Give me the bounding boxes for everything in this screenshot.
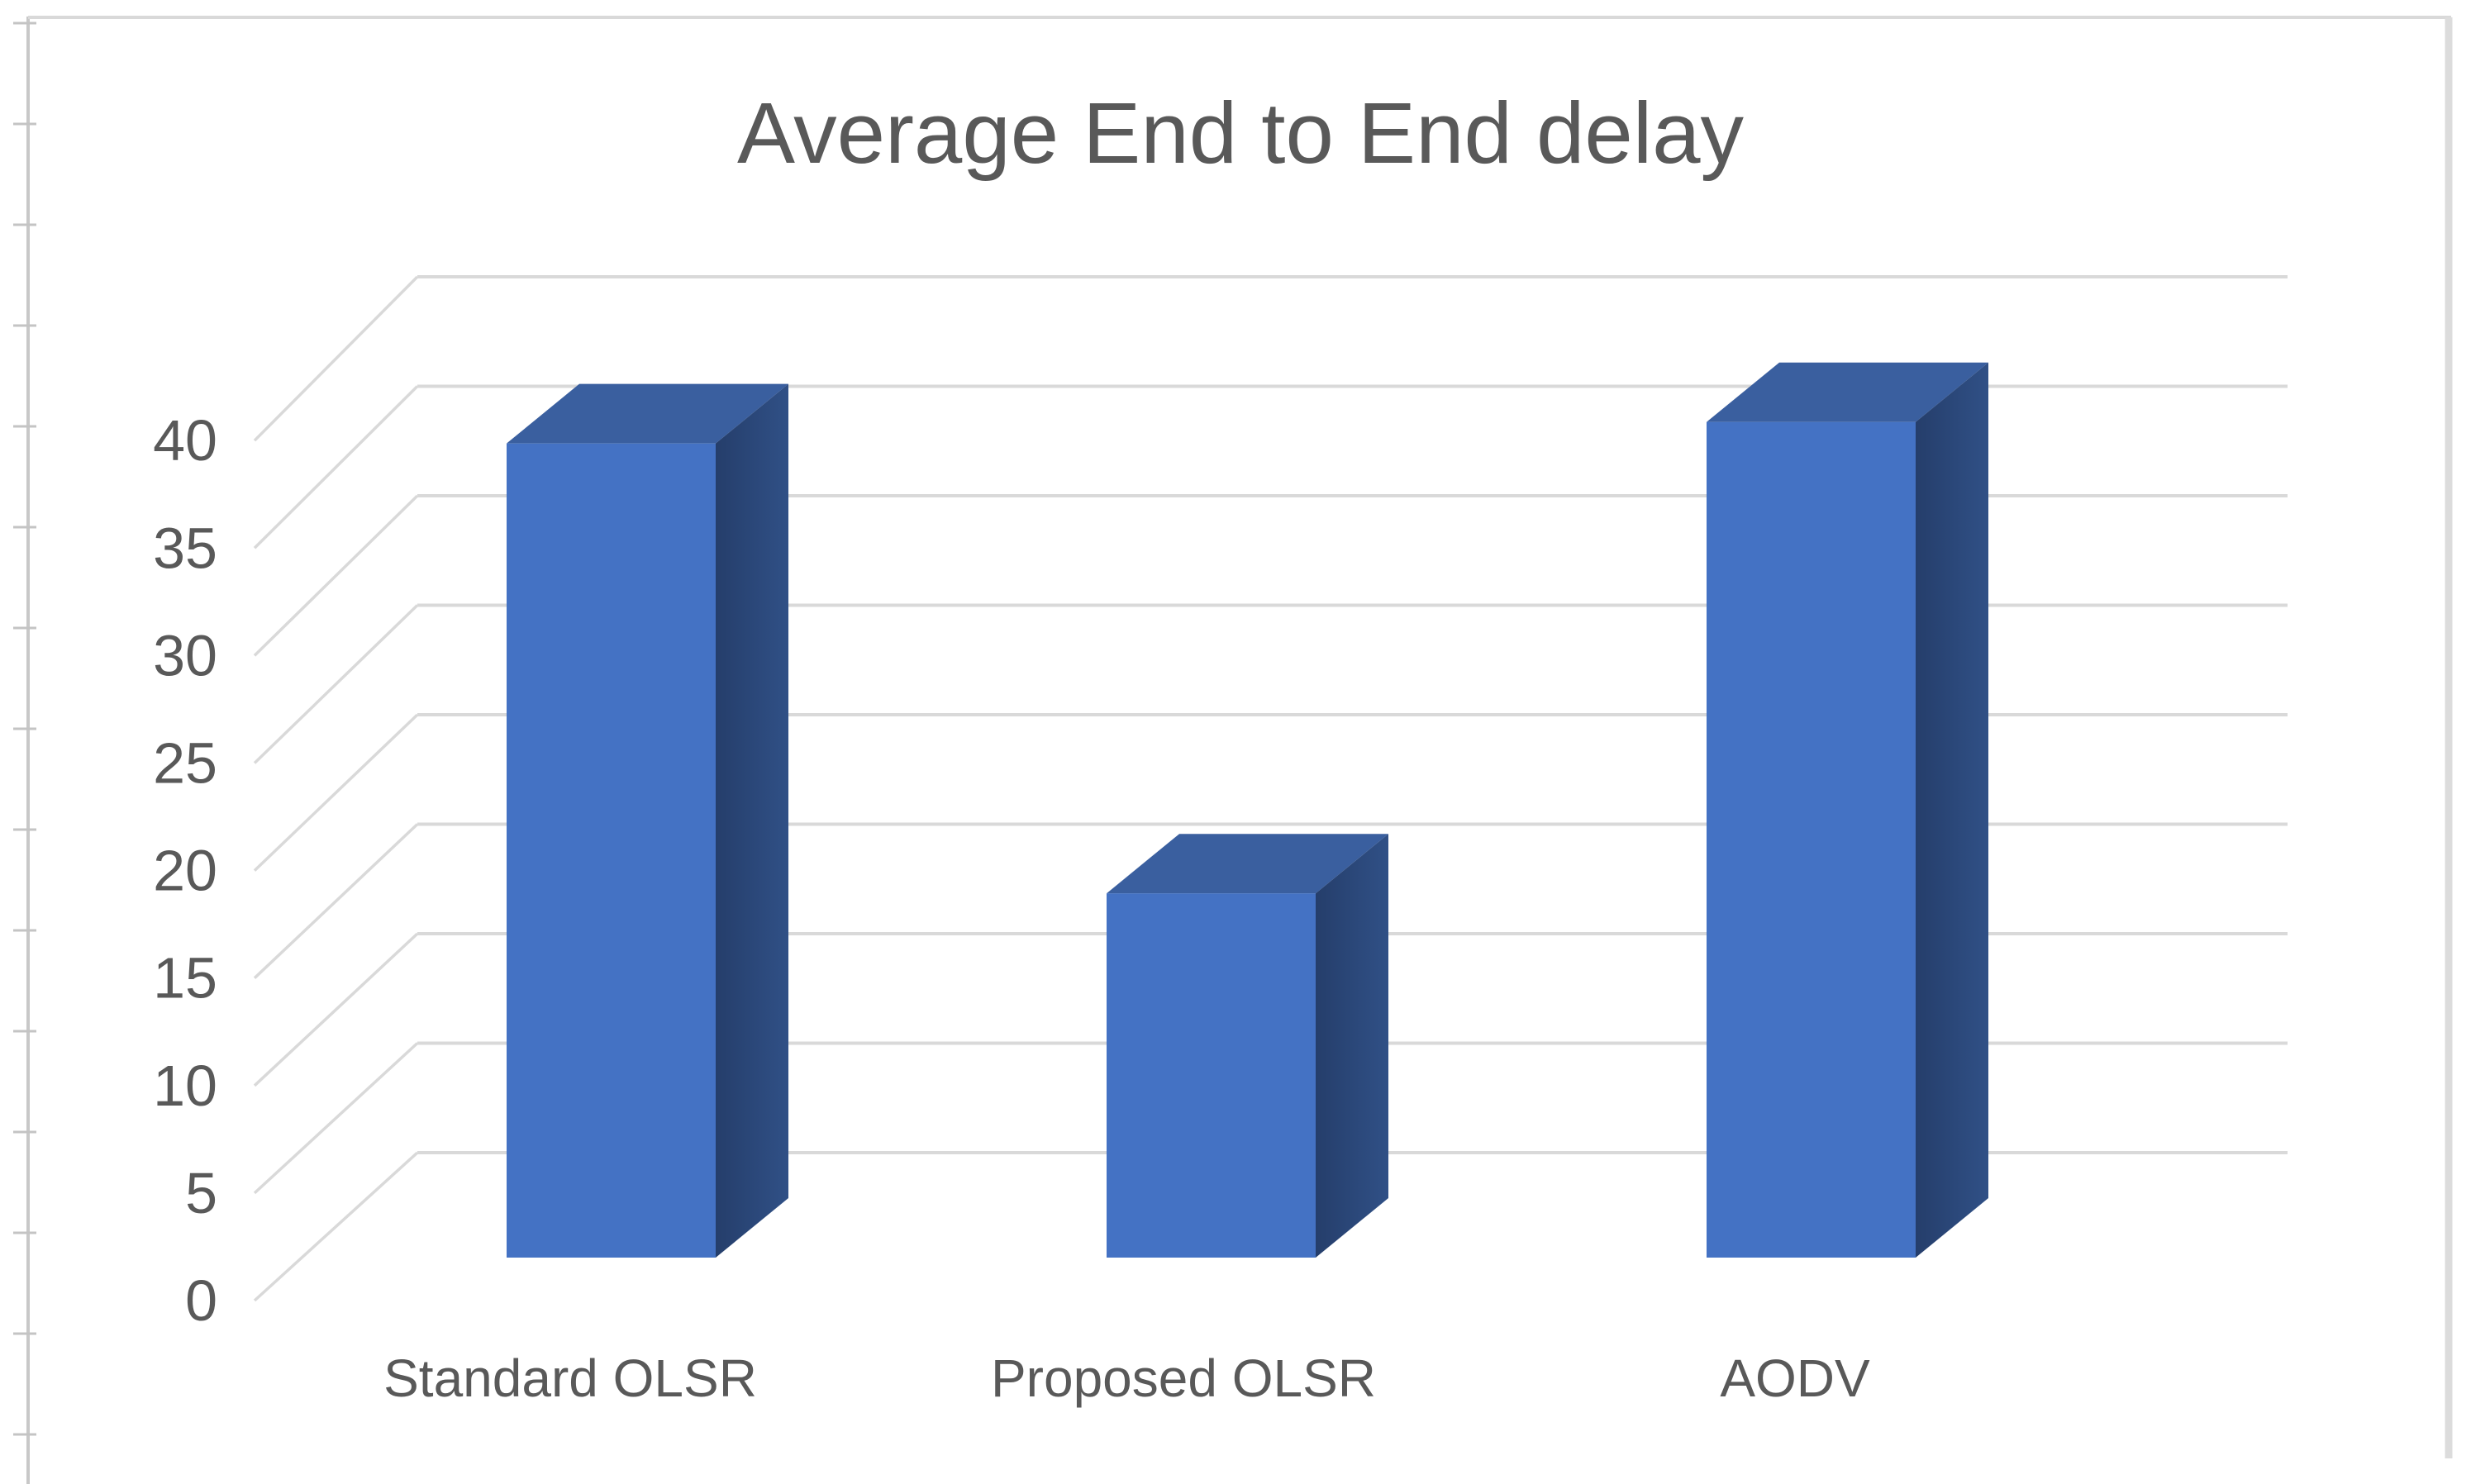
depth-tick-line	[253, 275, 419, 442]
y-axis-tick-label: 5	[185, 1161, 217, 1225]
bar-top-face-proposed-olsr	[1107, 834, 1388, 894]
depth-tick-line	[253, 385, 419, 549]
bar-top-face-standard-olsr	[507, 383, 788, 444]
y-axis-tick-label: 30	[153, 623, 217, 687]
bar-proposed-olsr	[1107, 893, 1316, 1258]
depth-tick-line	[253, 932, 419, 1087]
depth-tick-line	[253, 1042, 419, 1195]
bar-aodv	[1707, 421, 1916, 1258]
bar-side-face-aodv	[1916, 362, 1988, 1258]
y-axis-tick-label: 10	[153, 1054, 217, 1118]
x-axis-category-label: AODV	[1720, 1348, 1870, 1408]
y-axis-tick-label: 15	[153, 946, 217, 1011]
bar-standard-olsr	[507, 443, 716, 1258]
bar-side-face-standard-olsr	[716, 383, 788, 1258]
y-axis-tick-label: 20	[153, 839, 217, 903]
y-axis-tick-label: 40	[153, 408, 217, 473]
depth-tick-line	[253, 494, 419, 657]
depth-tick-line	[253, 1151, 419, 1302]
depth-tick-line	[253, 604, 419, 764]
depth-tick-line	[253, 823, 419, 979]
bar-top-face-aodv	[1707, 362, 1988, 422]
x-axis-category-label: Standard OLSR	[383, 1348, 757, 1408]
y-axis-tick-label: 25	[153, 731, 217, 796]
depth-tick-line	[253, 713, 419, 872]
x-axis-category-label: Proposed OLSR	[991, 1348, 1376, 1408]
chart-title: Average End to End delay	[737, 85, 1745, 182]
y-axis-tick-label: 35	[153, 516, 217, 580]
y-axis-tick-label: 0	[185, 1268, 217, 1333]
bar-side-face-proposed-olsr	[1316, 834, 1388, 1258]
